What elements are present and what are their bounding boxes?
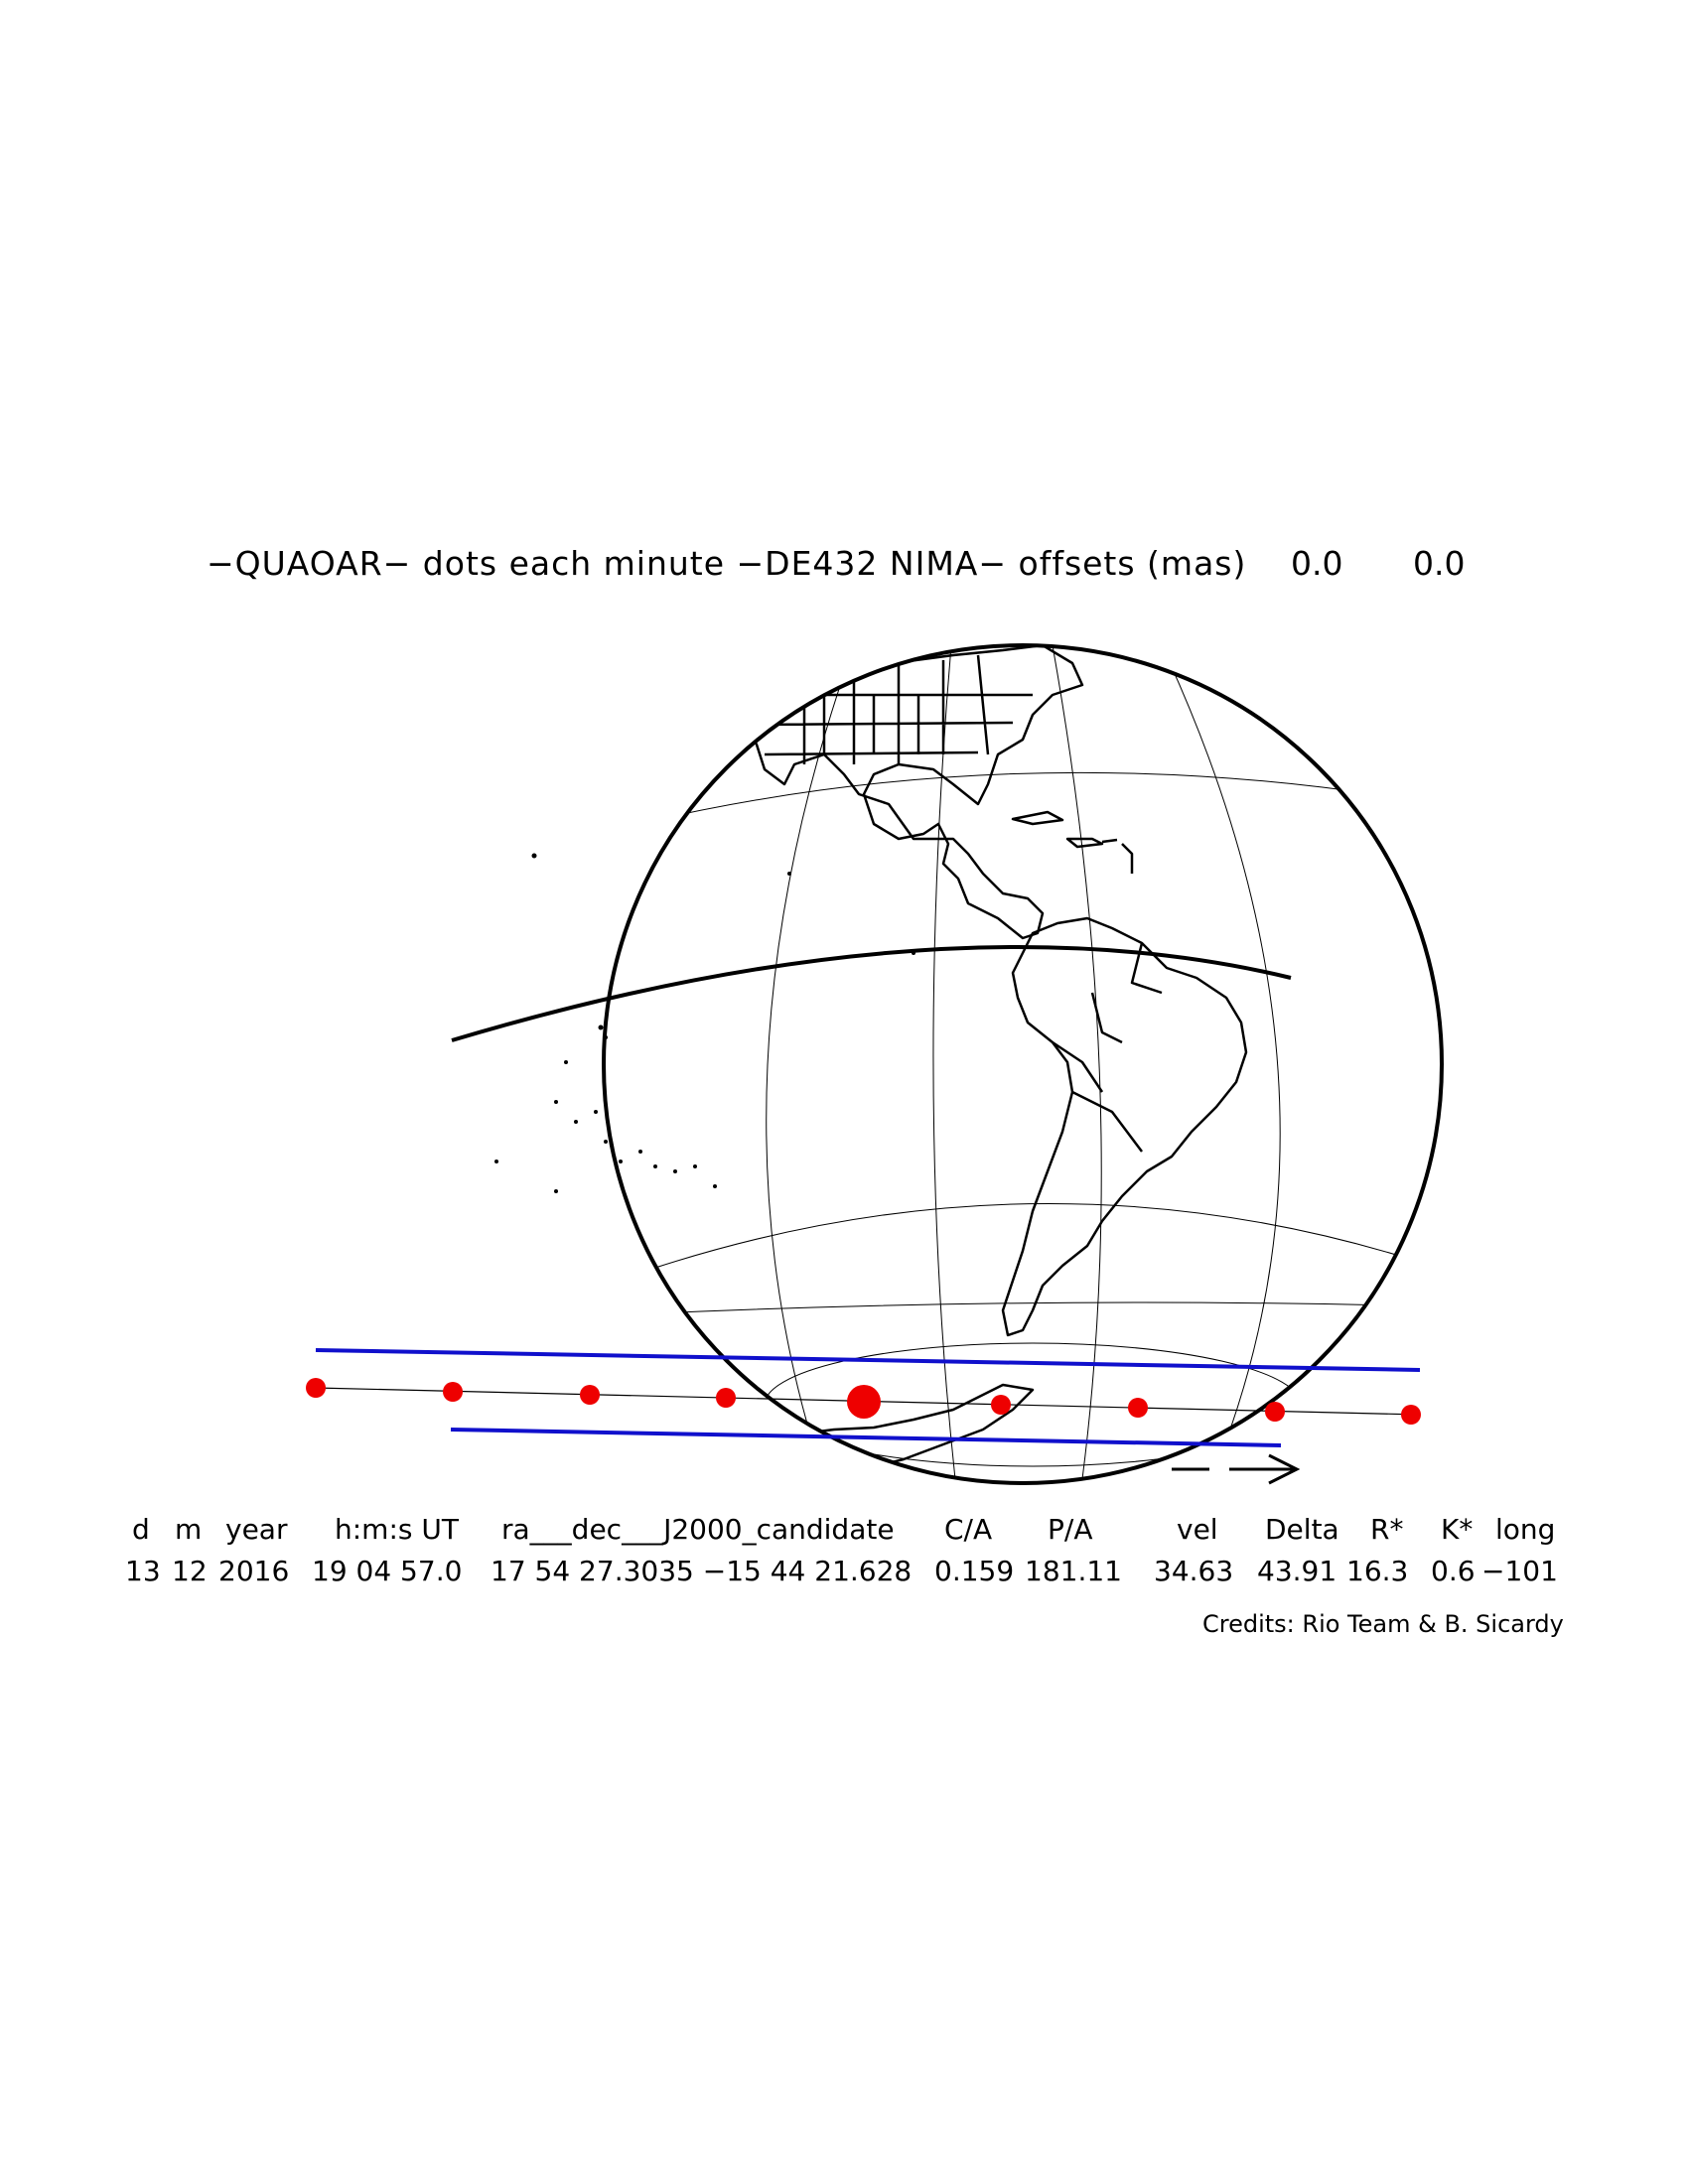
value-pa: 181.11	[1025, 1555, 1122, 1587]
pacific-islands	[494, 853, 915, 1193]
north-america-coast	[743, 645, 1084, 940]
closest-approach-dot	[847, 1385, 881, 1419]
minute-dot	[306, 1378, 326, 1398]
value-delta: 43.91	[1257, 1555, 1337, 1587]
header-rstar: R*	[1370, 1513, 1404, 1546]
equator	[451, 944, 1292, 1042]
north-limit	[315, 1348, 1421, 1372]
offset-dec: 0.0	[1413, 544, 1466, 583]
header-delta: Delta	[1265, 1513, 1339, 1546]
south-america-coast	[1001, 916, 1248, 1337]
value-coordinates: 17 54 27.3035 −15 44 21.628	[491, 1555, 913, 1587]
meridian	[932, 645, 956, 1480]
value-kstar: 0.6	[1431, 1555, 1476, 1587]
header-pa: P/A	[1048, 1513, 1093, 1546]
meridian	[766, 645, 855, 1480]
header-kstar: K*	[1441, 1513, 1474, 1546]
minute-dot	[716, 1388, 736, 1408]
minute-dots	[306, 1378, 1421, 1425]
minute-dot	[1401, 1405, 1421, 1425]
minute-dot	[1265, 1402, 1285, 1422]
caribbean-islands	[1011, 810, 1134, 874]
value-long: −101	[1481, 1555, 1558, 1587]
header-day: d	[132, 1513, 150, 1546]
header-long: long	[1495, 1513, 1556, 1546]
header-month: m	[175, 1513, 203, 1546]
motion-arrow	[1172, 1453, 1301, 1485]
value-day: 13	[125, 1555, 161, 1587]
value-vel: 34.63	[1154, 1555, 1234, 1587]
minute-dot	[580, 1385, 600, 1405]
south-limit	[450, 1428, 1282, 1447]
value-ca: 0.159	[934, 1555, 1015, 1587]
value-rstar: 16.3	[1346, 1555, 1409, 1587]
globe-outline	[602, 643, 1444, 1485]
value-year: 2016	[218, 1555, 290, 1587]
header-time: h:m:s UT	[335, 1513, 459, 1546]
coastlines	[713, 645, 1248, 1483]
offset-ra: 0.0	[1291, 544, 1343, 583]
minute-dot	[991, 1395, 1011, 1415]
value-month: 12	[172, 1555, 208, 1587]
plot-title: −QUAOAR− dots each minute −DE432 NIMA− o…	[207, 544, 1247, 583]
header-year: year	[225, 1513, 288, 1546]
andes-borders	[1052, 942, 1163, 1153]
header-ca: C/A	[944, 1513, 993, 1546]
parallel-40s	[604, 1203, 1442, 1321]
state-borders	[754, 654, 1033, 764]
header-coordinates: ra___dec___J2000_candidate	[501, 1513, 895, 1546]
value-time: 19 04 57.0	[312, 1555, 463, 1587]
minute-dot	[1128, 1398, 1148, 1418]
header-vel: vel	[1177, 1513, 1218, 1546]
minute-dot	[443, 1382, 463, 1402]
credits: Credits: Rio Team & B. Sicardy	[1202, 1610, 1564, 1638]
